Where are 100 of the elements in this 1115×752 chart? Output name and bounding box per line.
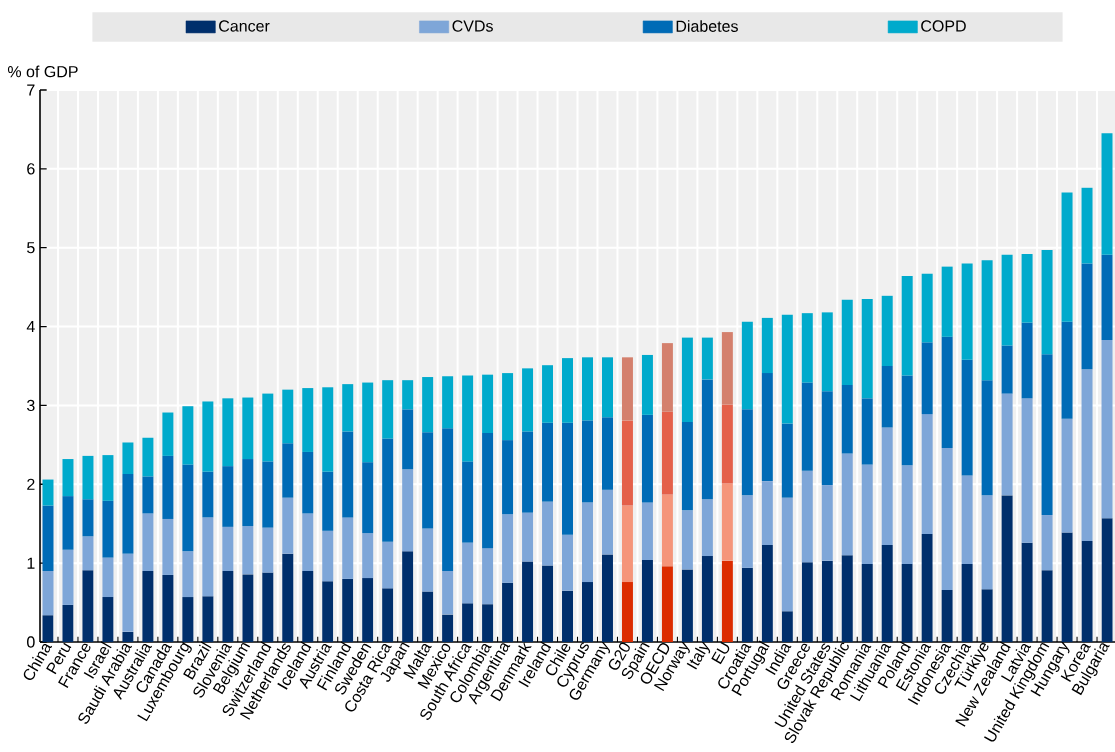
bar	[1001, 393, 1013, 496]
bar	[62, 549, 74, 605]
bar	[202, 471, 214, 518]
bar	[522, 561, 534, 642]
bar	[661, 343, 673, 412]
bar	[222, 571, 234, 642]
bar	[182, 406, 194, 465]
bar	[1021, 542, 1033, 642]
bar	[981, 589, 993, 642]
y-tick-label: 3	[27, 399, 35, 412]
bar	[442, 376, 454, 429]
bar	[502, 373, 514, 441]
bar	[841, 555, 853, 642]
bar	[82, 455, 94, 500]
bar	[861, 298, 873, 399]
bar	[282, 443, 294, 498]
bar	[542, 501, 554, 566]
bar	[761, 373, 773, 482]
bar	[322, 471, 334, 531]
bar	[82, 536, 94, 571]
bar	[102, 557, 114, 598]
bar	[482, 548, 494, 605]
y-tick-label: 2	[27, 478, 35, 490]
bar	[502, 514, 514, 583]
bar	[901, 375, 913, 466]
bar	[981, 495, 993, 590]
bar	[162, 412, 174, 456]
bar	[142, 476, 154, 514]
bar	[1061, 321, 1073, 419]
bar	[402, 469, 414, 552]
bar	[42, 479, 54, 506]
bar	[801, 562, 813, 642]
bar	[1061, 192, 1073, 322]
bar	[282, 389, 294, 444]
bar	[741, 409, 753, 496]
bar	[242, 526, 254, 575]
bar	[621, 420, 633, 506]
bar	[961, 359, 973, 476]
bar	[442, 614, 454, 642]
bar	[162, 574, 174, 642]
legend-label: Cancer	[219, 20, 270, 32]
bar	[741, 321, 753, 410]
bar	[562, 422, 574, 535]
bar	[242, 574, 254, 642]
bar	[681, 337, 693, 422]
bar	[82, 570, 94, 642]
bar	[302, 571, 314, 642]
bar	[1061, 532, 1073, 642]
bar	[262, 527, 274, 573]
bar	[142, 571, 154, 642]
bar	[342, 384, 354, 432]
bar	[262, 393, 274, 462]
bar	[721, 404, 733, 484]
legend-label: Diabetes	[676, 20, 738, 32]
y-tick-label: 6	[27, 163, 35, 175]
y-axis-title: % of GDP	[7, 65, 78, 78]
bar	[382, 438, 394, 542]
bar	[681, 510, 693, 570]
bar	[362, 533, 374, 579]
bar	[921, 533, 933, 642]
bar	[981, 260, 993, 381]
bar	[641, 354, 653, 415]
bar	[442, 571, 454, 615]
bar	[861, 563, 873, 642]
bar	[721, 332, 733, 405]
bar	[42, 505, 54, 572]
bar	[42, 615, 54, 642]
bar	[522, 368, 534, 432]
bar	[961, 475, 973, 564]
bar	[282, 553, 294, 642]
bar	[502, 440, 514, 515]
bar	[701, 499, 713, 557]
bar	[621, 582, 633, 642]
bar	[362, 462, 374, 534]
y-tick-label: 7	[27, 84, 35, 96]
bar	[382, 588, 394, 642]
bar	[941, 589, 953, 642]
bar	[262, 461, 274, 528]
bar	[582, 420, 593, 503]
bar	[462, 542, 474, 604]
bar	[422, 591, 434, 642]
bar	[601, 417, 613, 490]
bar	[322, 581, 334, 642]
bar	[1021, 322, 1033, 399]
bar	[122, 553, 134, 632]
bar	[601, 554, 613, 642]
bar	[442, 428, 454, 572]
bar	[482, 604, 494, 642]
bar	[522, 431, 534, 513]
bar	[42, 571, 54, 616]
bar	[422, 377, 434, 433]
bar	[941, 336, 953, 448]
bar	[881, 295, 893, 366]
bar	[1041, 354, 1053, 516]
bar	[1081, 263, 1093, 370]
bar	[781, 497, 793, 612]
bar	[781, 423, 793, 498]
bar	[701, 379, 713, 500]
bar	[881, 545, 893, 642]
y-tick-label: 5	[27, 242, 35, 254]
